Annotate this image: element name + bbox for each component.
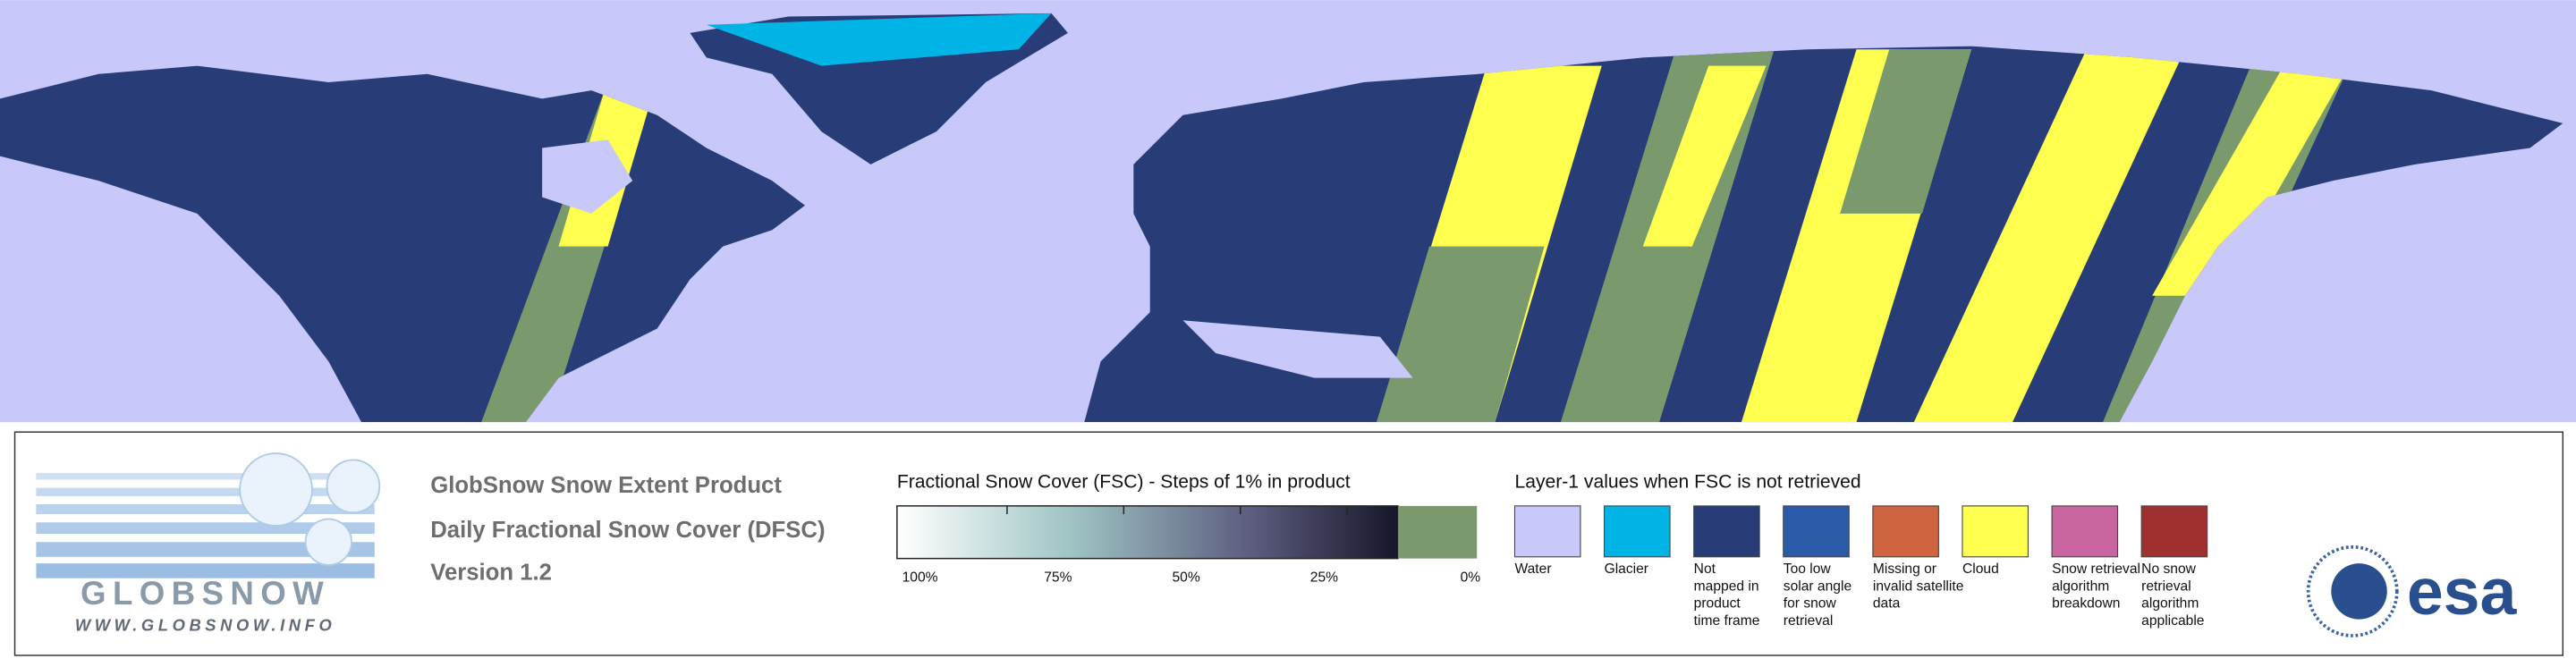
legend-label: No snow xyxy=(2141,561,2196,577)
legend-label: Glacier xyxy=(1605,561,1648,577)
legend-label: Not xyxy=(1694,561,1716,577)
legend-swatch xyxy=(2140,505,2208,558)
legend-label: solar angle xyxy=(1784,578,1852,594)
map xyxy=(0,0,2576,423)
legend-label: invalid satellite xyxy=(1873,578,1964,594)
legend-label: algorithm xyxy=(2052,578,2109,594)
legend-swatch xyxy=(1783,505,1850,558)
legend-swatch xyxy=(1872,505,1939,558)
legend-label: time frame xyxy=(1694,613,1760,629)
layer1-title: Layer-1 values when FSC is not retrieved xyxy=(1514,472,1860,493)
greenland-glacier xyxy=(706,13,1052,66)
legend-label: retrieval xyxy=(2141,578,2191,594)
legend-swatch xyxy=(1513,505,1581,558)
title-line: GlobSnow Snow Extent Product xyxy=(430,473,782,498)
legend-label: Missing or xyxy=(1873,561,1936,577)
colorbar-tick-label: 0% xyxy=(1461,570,1481,585)
globsnow-logo: GLOBSNOW WWW.GLOBSNOW.INFO xyxy=(36,452,381,634)
colorbar-gradient xyxy=(896,505,1399,560)
colorbar-ticks xyxy=(1006,505,1348,515)
legend-label: mapped in xyxy=(1694,578,1759,594)
legend-swatch xyxy=(1604,505,1671,558)
logo-url: WWW.GLOBSNOW.INFO xyxy=(75,615,336,634)
legend-label: product xyxy=(1694,596,1741,612)
colorbar-tick-label: 100% xyxy=(902,570,938,585)
colorbar-title: Fractional Snow Cover (FSC) - Steps of 1… xyxy=(897,472,1351,493)
colorbar-tick-label: 75% xyxy=(1044,570,1072,585)
title-line: Version 1.2 xyxy=(430,561,552,586)
legend-label: algorithm xyxy=(2141,596,2199,612)
legend-label: retrieval xyxy=(1784,613,1834,629)
legend-swatch xyxy=(1693,505,1760,558)
legend-label: data xyxy=(1873,596,1901,612)
legend-label: breakdown xyxy=(2052,596,2120,612)
esa-text: esa xyxy=(2407,554,2518,629)
logo-name: GLOBSNOW xyxy=(80,575,330,612)
colorbar-zero xyxy=(1398,505,1478,559)
colorbar-tick-label: 50% xyxy=(1172,570,1199,585)
esa-logo: esa xyxy=(2306,545,2518,637)
legend-label: Snow retrieval xyxy=(2052,561,2140,577)
title-line: Daily Fractional Snow Cover (DFSC) xyxy=(430,518,825,543)
legend-swatch xyxy=(2051,505,2119,558)
legend-swatch xyxy=(1962,505,2029,558)
legend-label: for snow xyxy=(1784,596,1837,612)
legend-label: Cloud xyxy=(1962,561,1999,577)
legend-label: Too low xyxy=(1784,561,1832,577)
legend-label: applicable xyxy=(2141,613,2204,629)
colorbar-tick-label: 25% xyxy=(1310,570,1338,585)
legend-label: Water xyxy=(1514,561,1551,577)
